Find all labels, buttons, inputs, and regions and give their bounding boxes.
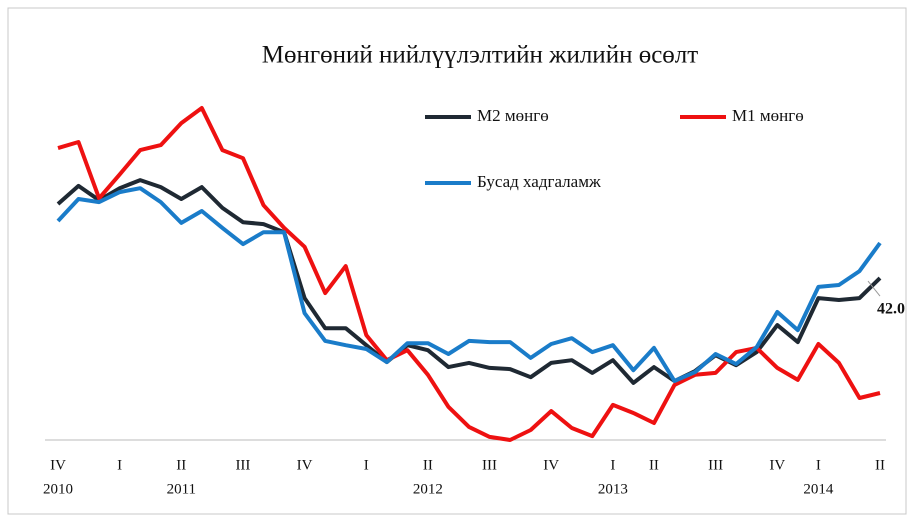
x-year-label: 2012 — [413, 481, 443, 497]
x-tick-label: I — [117, 457, 122, 473]
x-tick-label: III — [482, 457, 497, 473]
x-tick-label: IV — [543, 457, 559, 473]
x-tick-label: I — [610, 457, 615, 473]
x-tick-label: IV — [769, 457, 785, 473]
x-tick-label: II — [875, 457, 885, 473]
legend-label: Бусад хадгаламж — [477, 172, 601, 191]
data-label: 42.0 — [877, 301, 905, 318]
x-tick-label: III — [235, 457, 250, 473]
legend-label: M1 мөнгө — [732, 106, 804, 125]
x-tick-label: III — [708, 457, 723, 473]
legend-label: M2 мөнгө — [477, 106, 549, 125]
x-tick-label: II — [649, 457, 659, 473]
x-tick-label: II — [423, 457, 433, 473]
chart-border — [7, 7, 907, 515]
label-leader — [867, 280, 881, 297]
series-line — [57, 106, 881, 442]
series-line — [56, 186, 882, 383]
x-year-label: 2011 — [167, 481, 196, 497]
x-tick-label: IV — [50, 457, 66, 473]
x-year-label: 2010 — [43, 481, 73, 497]
x-year-label: 2013 — [598, 481, 628, 497]
x-tick-label: II — [176, 457, 186, 473]
x-tick-label: IV — [297, 457, 313, 473]
x-year-label: 2014 — [803, 481, 834, 497]
x-tick-label: I — [816, 457, 821, 473]
chart-title: Мөнгөний нийлүүлэлтийн жилийн өсөлт — [262, 42, 698, 69]
x-tick-label: I — [364, 457, 369, 473]
